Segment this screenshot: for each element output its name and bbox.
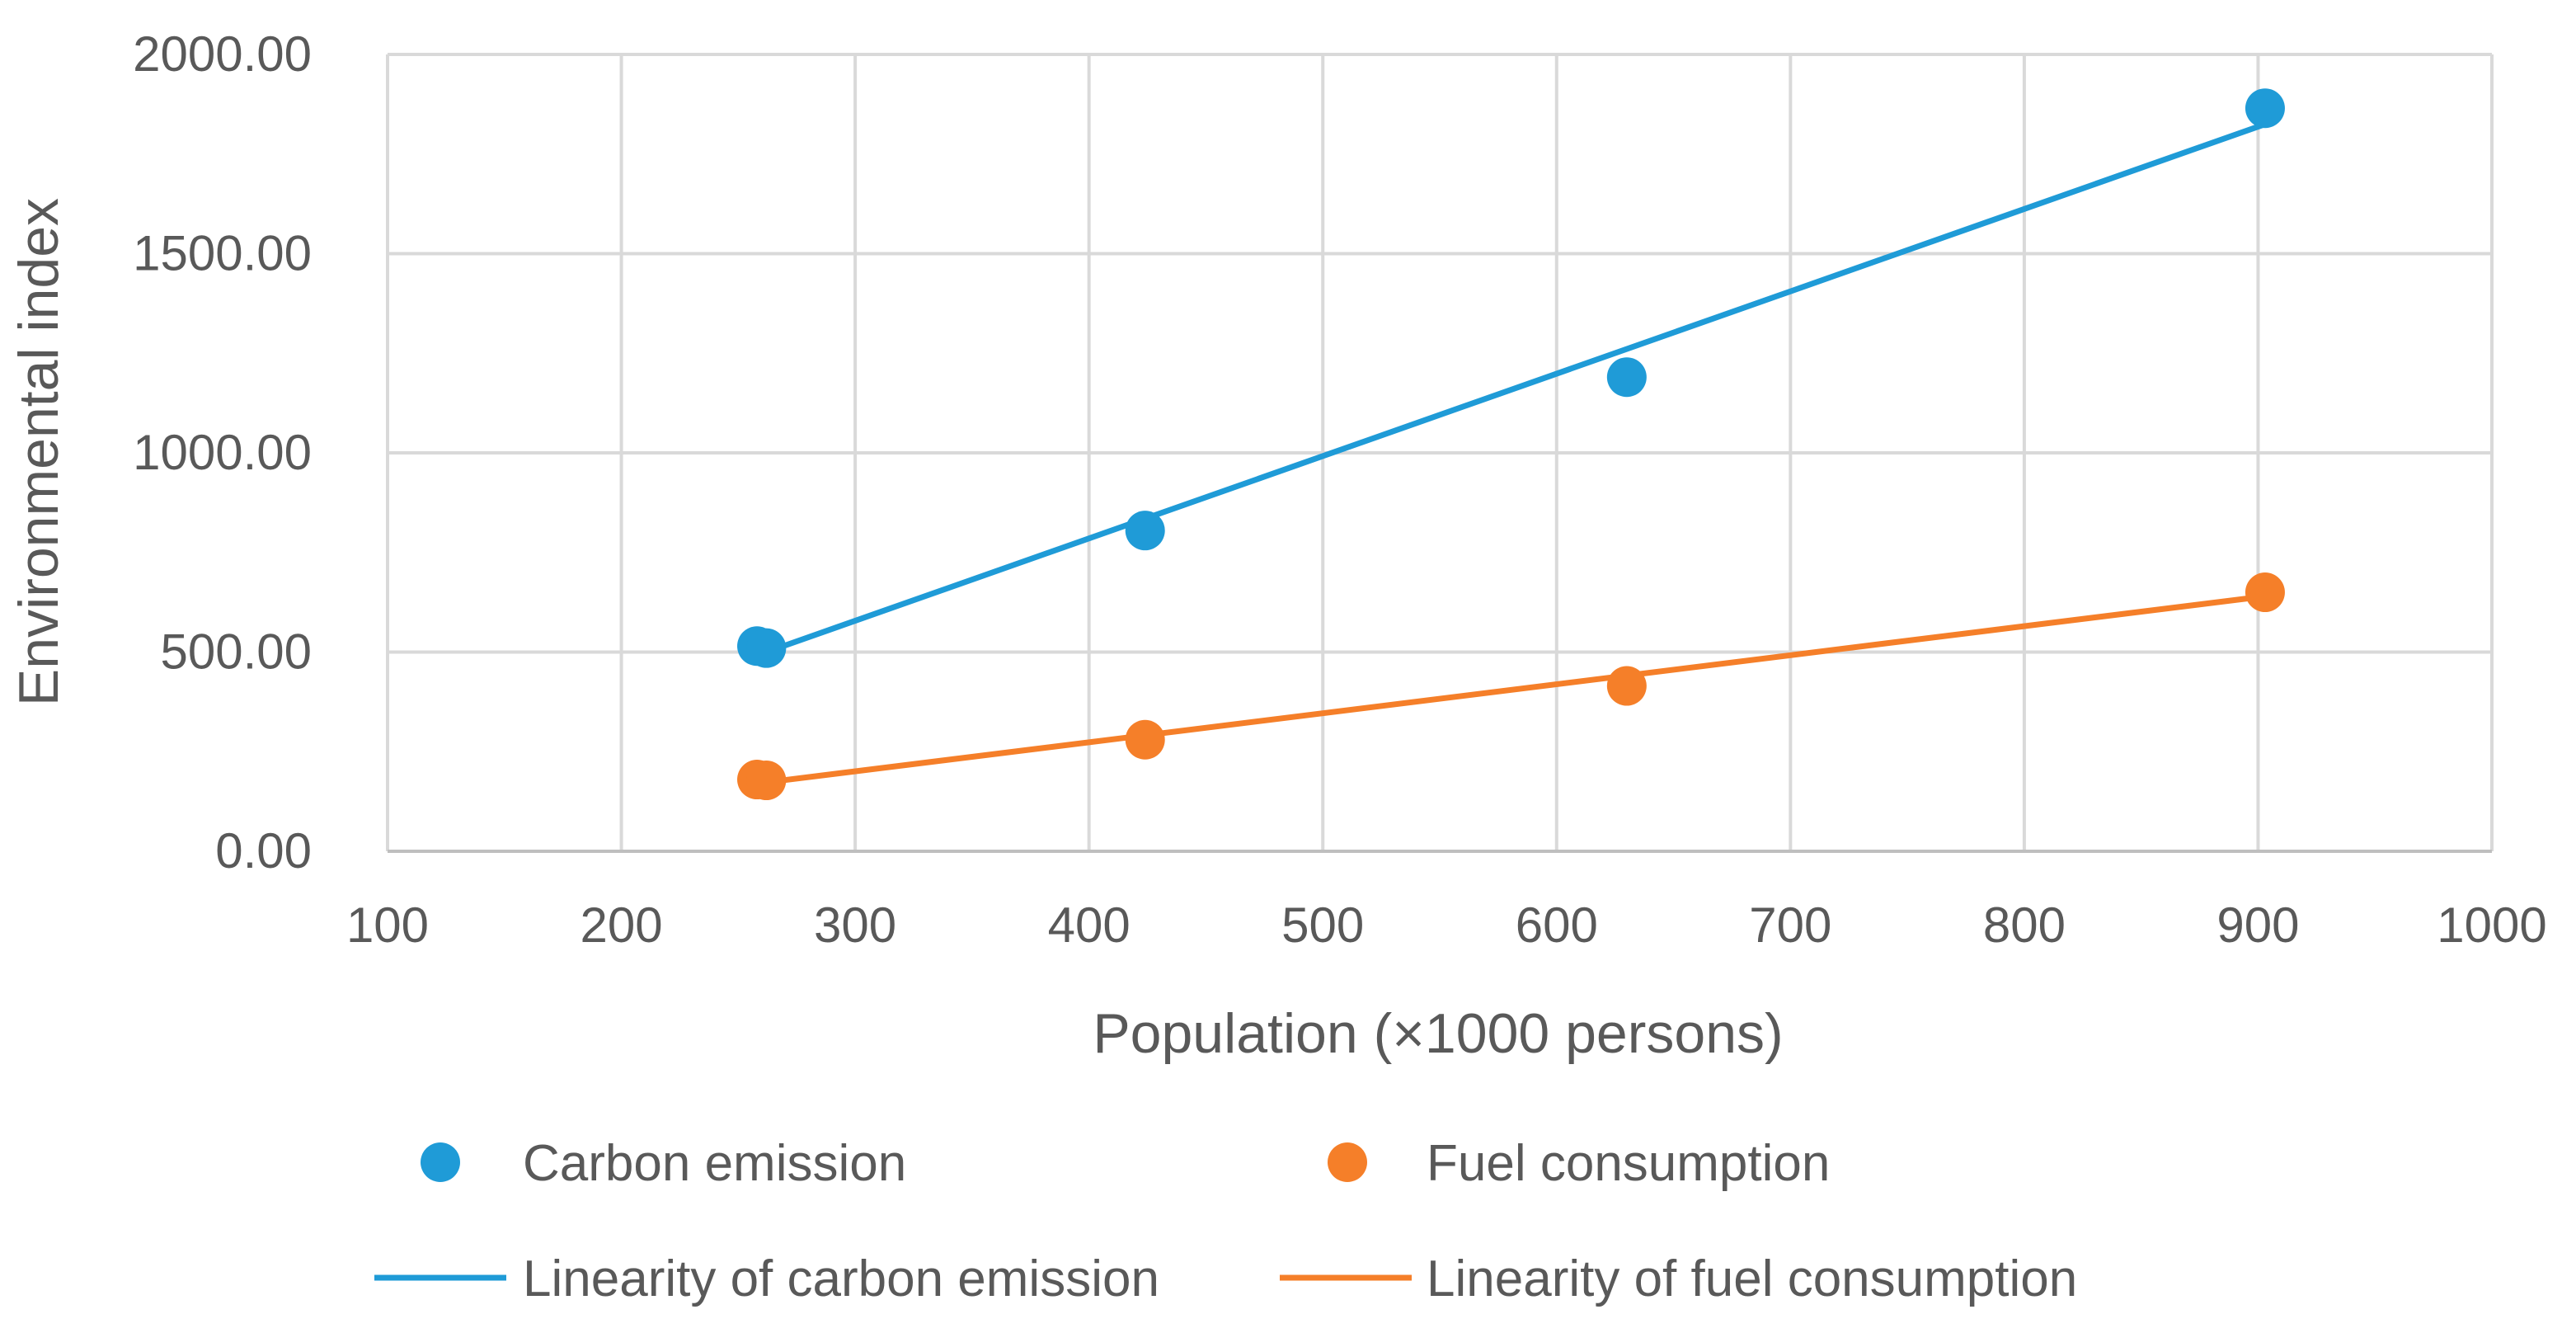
legend-label-carbon-linearity: Linearity of carbon emission	[523, 1251, 1159, 1307]
legend-label-fuel-consumption: Fuel consumption	[1427, 1135, 1830, 1192]
x-axis-title: Population (×1000 persons)	[1093, 1002, 1783, 1065]
y-tick-label: 1000.00	[133, 425, 312, 480]
x-tick-label: 600	[1516, 897, 1598, 953]
y-tick-label: 1500.00	[133, 226, 312, 281]
x-tick-label: 100	[346, 897, 429, 953]
y-axis-ticks: 0.00 500.00 1000.00 1500.00 2000.00	[133, 26, 312, 878]
x-tick-label: 800	[1983, 897, 2066, 953]
x-tick-label: 200	[581, 897, 663, 953]
x-tick-label: 700	[1749, 897, 1831, 953]
data-point-carbon-emission	[1125, 511, 1165, 551]
legend-label-carbon-emission: Carbon emission	[523, 1135, 906, 1192]
data-points	[737, 88, 2285, 801]
x-tick-label: 300	[814, 897, 896, 953]
legend-label-fuel-linearity: Linearity of fuel consumption	[1427, 1251, 2077, 1307]
x-tick-label: 500	[1281, 897, 1364, 953]
trend-lines	[763, 121, 2268, 785]
y-axis-title: Environmental index	[7, 198, 70, 706]
trend-line-linearity-of-fuel-consumption	[763, 593, 2268, 785]
data-point-fuel-consumption	[1606, 666, 1647, 706]
legend: Carbon emission Fuel consumption Lineari…	[374, 1135, 2077, 1307]
legend-marker-fuel-consumption	[1328, 1142, 1367, 1182]
data-point-fuel-consumption	[2245, 572, 2285, 613]
data-point-carbon-emission	[2245, 88, 2285, 129]
x-axis-ticks: 100 200 300 400 500 600 700 800 900 1000	[346, 897, 2547, 953]
x-tick-label: 1000	[2437, 897, 2546, 953]
x-tick-label: 400	[1048, 897, 1131, 953]
y-tick-label: 2000.00	[133, 26, 312, 82]
data-point-carbon-emission	[1606, 357, 1647, 398]
legend-marker-carbon-emission	[421, 1142, 460, 1182]
y-tick-label: 500.00	[160, 624, 312, 680]
y-tick-label: 0.00	[215, 823, 312, 878]
grid	[386, 53, 2494, 853]
x-tick-label: 900	[2216, 897, 2299, 953]
data-point-carbon-emission	[746, 628, 787, 668]
trend-line-linearity-of-carbon-emission	[763, 121, 2268, 655]
data-point-fuel-consumption	[1125, 719, 1165, 760]
data-point-fuel-consumption	[746, 761, 787, 801]
